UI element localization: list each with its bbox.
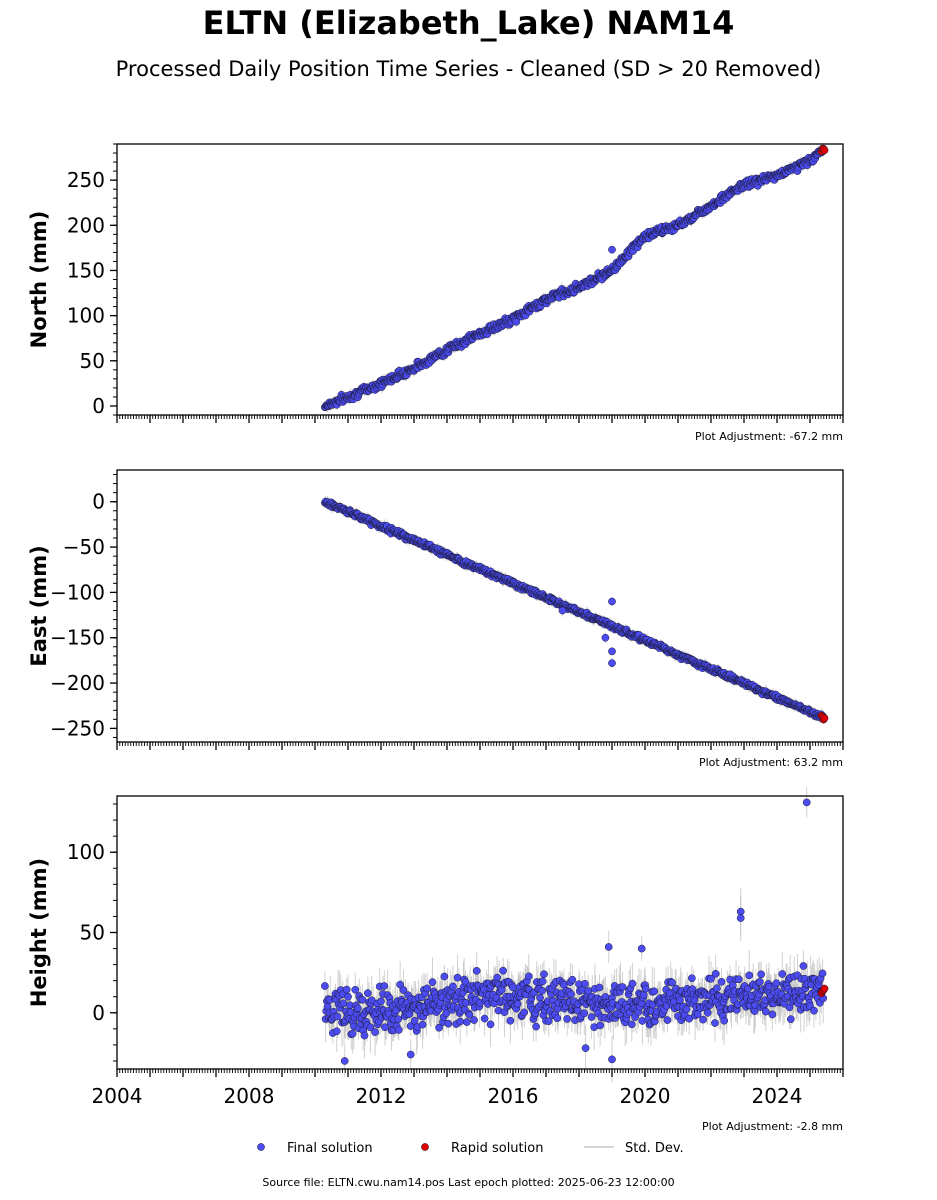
final-solution-point (558, 606, 567, 615)
final-solution-point (608, 597, 616, 606)
y-tick-label: 150 (67, 258, 105, 282)
final-solution-point (321, 982, 329, 990)
plot-adjustment-note: Plot Adjustment: -67.2 mm (695, 430, 843, 443)
final-solution-point (462, 1018, 471, 1026)
final-solution-point (513, 1000, 522, 1008)
final-solution-point (509, 983, 517, 992)
chart-title: ELTN (Elizabeth_Lake) NAM14 (202, 4, 735, 42)
chart-subtitle: Processed Daily Position Time Series - C… (115, 57, 822, 81)
final-solution-point (339, 999, 348, 1008)
final-solution-point (532, 1022, 540, 1031)
final-solution-point (538, 977, 547, 986)
final-solution-point (499, 966, 507, 975)
panel-frame (116, 143, 844, 416)
final-solution-point (394, 1015, 403, 1024)
final-solution-point (435, 1023, 443, 1032)
final-solution-point (627, 1020, 636, 1029)
final-solution-point (608, 659, 616, 667)
final-solution-point (332, 1027, 341, 1036)
final-solution-point (685, 1014, 694, 1023)
final-solution-point (544, 1017, 553, 1026)
final-solution-point (472, 967, 481, 975)
y-tick-label: 250 (67, 168, 105, 192)
final-solution-point (380, 982, 389, 990)
final-solution-point (371, 1028, 379, 1036)
final-solution-point (520, 1008, 529, 1017)
final-solution-point (358, 996, 367, 1004)
final-solution-point (581, 979, 589, 988)
final-solution-point (377, 997, 385, 1006)
final-solution-point (568, 975, 577, 984)
y-tick-label: 100 (67, 304, 105, 328)
final-solution-point (442, 1009, 451, 1018)
final-solution-point (536, 993, 544, 1002)
final-solution-point (540, 970, 548, 979)
plot-adjustment-note: Plot Adjustment: 63.2 mm (699, 756, 843, 769)
final-solution-point (580, 1009, 589, 1018)
final-solution-point (639, 991, 648, 1000)
final-solution-point (608, 245, 616, 254)
final-solution-point (595, 983, 604, 992)
final-solution-point (596, 1021, 604, 1030)
final-solution-point (465, 1010, 474, 1019)
final-solution-point (360, 1031, 369, 1040)
y-tick-label: 50 (80, 349, 105, 373)
final-solution-point (524, 972, 533, 981)
final-solution-point (663, 1016, 672, 1024)
panel-frame (116, 469, 844, 743)
final-solution-point (444, 1019, 453, 1028)
final-solution-point (366, 1023, 375, 1032)
rapid-solution-point (820, 714, 829, 723)
final-solution-point (538, 986, 546, 995)
final-solution-point (418, 1020, 427, 1029)
final-solution-point (453, 973, 462, 982)
final-solution-point (563, 1015, 571, 1023)
final-solution-point (344, 992, 352, 1001)
final-solution-point (688, 974, 696, 983)
y-tick-label: 200 (67, 213, 105, 237)
final-solution-point (601, 633, 610, 642)
final-solution-point (342, 985, 351, 994)
y-tick-label: −100 (50, 580, 105, 604)
final-solution-point (608, 647, 616, 656)
y-tick-label: 0 (92, 394, 105, 418)
final-solution-point (628, 979, 637, 988)
final-solution-point (423, 984, 432, 993)
final-solution-point (486, 1020, 495, 1029)
y-tick-label: 0 (92, 490, 105, 514)
final-solution-point (567, 990, 575, 999)
y-tick-label: −200 (50, 671, 105, 695)
rapid-solution-point (820, 146, 829, 155)
final-solution-point (668, 978, 676, 987)
final-solution-point (440, 972, 449, 981)
final-solution-point (506, 1016, 515, 1025)
final-solution-point (480, 1014, 489, 1023)
final-solution-point (641, 984, 650, 993)
final-solution-point (676, 996, 684, 1004)
final-solution-point (363, 989, 372, 998)
final-solution-point (351, 985, 360, 994)
y-axis-label: North (mm) (27, 211, 51, 349)
final-solution-point (618, 983, 627, 991)
final-solution-point (354, 1004, 362, 1013)
final-solution-point (650, 987, 659, 996)
final-solution-point (394, 1026, 403, 1034)
final-solution-point (428, 978, 437, 986)
final-solution-point (381, 1023, 389, 1032)
final-solution-point (456, 1017, 465, 1026)
final-solution-point (470, 1016, 478, 1024)
final-solution-point (348, 1029, 357, 1038)
final-solution-point (449, 982, 457, 991)
y-axis-label: East (mm) (27, 545, 51, 666)
y-tick-label: −50 (63, 535, 105, 559)
final-solution-point (553, 1014, 562, 1023)
final-solution-point (587, 1013, 596, 1021)
final-solution-point (333, 1012, 342, 1021)
y-tick-label: −250 (50, 716, 105, 740)
final-solution-point (399, 986, 408, 994)
y-tick-label: −150 (50, 626, 105, 650)
final-solution-point (682, 1005, 691, 1014)
